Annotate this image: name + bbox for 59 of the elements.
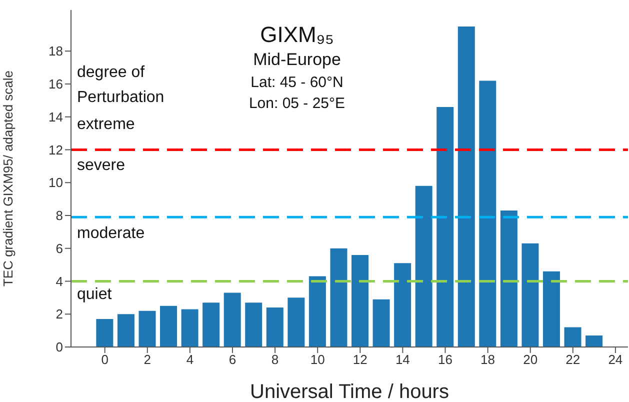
bar xyxy=(458,26,475,347)
x-tick-label: 22 xyxy=(566,352,580,368)
y-tick-label: 12 xyxy=(48,142,63,158)
y-tick-label: 8 xyxy=(56,208,63,224)
bar xyxy=(202,302,220,347)
bar xyxy=(479,80,496,347)
bar xyxy=(181,309,198,347)
y-tick-label: 4 xyxy=(56,274,63,289)
bar xyxy=(542,271,560,347)
x-tick-label: 6 xyxy=(228,352,236,368)
x-tick-label: 10 xyxy=(310,352,325,368)
annotation: degree of xyxy=(77,64,145,82)
x-tick-label: 16 xyxy=(438,352,452,368)
text: Mid-Europe xyxy=(252,50,342,71)
bar xyxy=(308,276,326,347)
annotation: Lat: 45 - 60°N xyxy=(250,74,344,92)
y-tick-label: 14 xyxy=(48,109,63,124)
x-tick-label: 2 xyxy=(144,352,151,368)
y-tick-label: 0 xyxy=(56,340,63,355)
text: GIXM₉₅ xyxy=(259,22,335,48)
annotation: moderate xyxy=(77,225,145,243)
bar xyxy=(245,302,262,347)
bar xyxy=(500,210,518,347)
bar xyxy=(117,314,134,347)
x-tick-label: 0 xyxy=(101,352,108,368)
annotation: Perturbation xyxy=(77,89,164,107)
bar xyxy=(138,310,156,347)
bar xyxy=(96,319,114,347)
y-tick-label: 2 xyxy=(56,306,63,322)
bar xyxy=(522,243,539,347)
annotation: extreme xyxy=(77,116,135,134)
bar xyxy=(394,263,412,347)
x-tick-label: 14 xyxy=(395,352,410,368)
bar xyxy=(266,308,284,347)
bar xyxy=(352,254,368,347)
annotation: Lon: 05 - 25°E xyxy=(248,94,346,113)
y-tick-label: 6 xyxy=(56,240,63,256)
bar xyxy=(372,299,390,347)
x-tick-label: 8 xyxy=(271,352,279,368)
bar xyxy=(224,292,241,347)
x-tick-label: 20 xyxy=(523,352,538,368)
annotation: severe xyxy=(77,157,126,175)
annotation: quiet xyxy=(77,286,112,304)
x-tick-label: 12 xyxy=(352,352,368,368)
x-axis-title: Universal Time / hours xyxy=(250,381,449,402)
bar xyxy=(415,186,432,347)
bar xyxy=(288,298,305,347)
y-tick-label: 16 xyxy=(48,76,63,92)
x-tick-label: 4 xyxy=(186,352,194,368)
x-tick-label: 24 xyxy=(608,352,623,368)
bar xyxy=(564,327,582,347)
x-tick-label: 18 xyxy=(480,352,496,368)
y-axis-title: TEC gradient GIXM95/ adapted scale xyxy=(0,70,16,287)
y-tick-label: 10 xyxy=(48,175,63,190)
bar xyxy=(436,106,454,347)
y-tick-label: 18 xyxy=(48,44,63,59)
bar xyxy=(330,248,348,347)
bar xyxy=(586,335,603,347)
bar xyxy=(160,306,178,347)
